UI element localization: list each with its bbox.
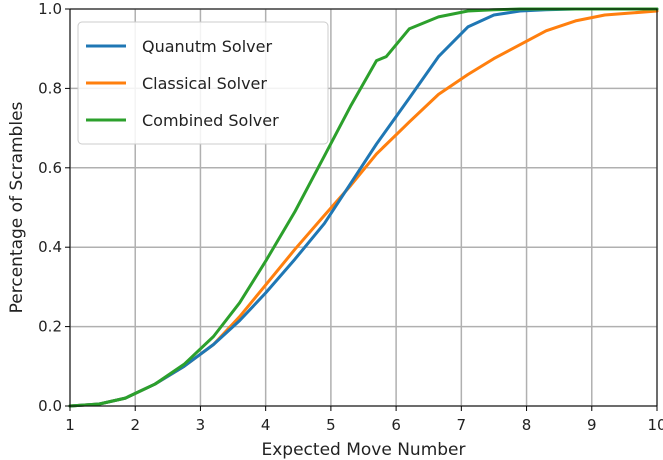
x-tick-label: 7 <box>457 416 467 434</box>
y-tick-label: 0.2 <box>38 318 62 336</box>
x-tick-label: 9 <box>587 416 597 434</box>
x-tick-label: 10 <box>647 416 663 434</box>
x-tick-label: 3 <box>196 416 206 434</box>
x-tick-label: 1 <box>65 416 75 434</box>
y-tick-label: 0.4 <box>38 238 62 256</box>
y-tick-label: 0.8 <box>38 79 62 97</box>
legend-label: Quanutm Solver <box>142 37 272 56</box>
x-tick-label: 6 <box>391 416 401 434</box>
x-tick-label: 8 <box>522 416 532 434</box>
x-axis-title: Expected Move Number <box>262 440 466 460</box>
plot-frame <box>69 8 658 407</box>
legend-label: Classical Solver <box>142 74 267 93</box>
axis-ticks: 1 2 3 4 5 6 7 8 9 10 0.0 0.2 0.4 0.6 0.8 1.0 <box>38 0 663 434</box>
y-tick-label: 1.0 <box>38 0 62 18</box>
y-tick-label: 0.6 <box>38 159 62 177</box>
legend-box <box>77 21 329 145</box>
x-tick-label: 4 <box>261 416 271 434</box>
x-tick-label: 2 <box>130 416 140 434</box>
x-tick-label: 5 <box>326 416 336 434</box>
y-tick-label: 0.0 <box>38 397 62 415</box>
legend: Quanutm Solver Classical Solver Combined S… <box>77 21 329 145</box>
legend-label: Combined Solver <box>142 111 279 130</box>
y-axis-title: Percentage of Scrambles <box>7 101 27 313</box>
